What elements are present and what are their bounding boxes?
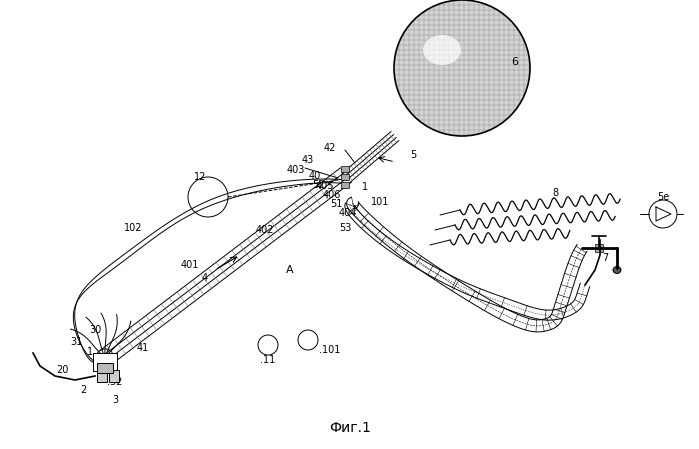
Text: 4: 4 (202, 273, 208, 283)
Text: A: A (286, 265, 294, 275)
Text: 51: 51 (330, 199, 343, 209)
Text: 1: 1 (87, 347, 93, 357)
Text: 2: 2 (80, 385, 86, 395)
FancyBboxPatch shape (97, 370, 107, 382)
Text: 401: 401 (181, 260, 199, 270)
Text: 12: 12 (194, 172, 206, 182)
Text: 53: 53 (339, 223, 351, 233)
Text: 406: 406 (323, 190, 341, 200)
FancyBboxPatch shape (341, 174, 349, 180)
Text: 101: 101 (370, 197, 389, 207)
Text: 1: 1 (362, 182, 368, 192)
Text: 8: 8 (552, 188, 558, 198)
Text: 5: 5 (410, 150, 416, 160)
Text: 43: 43 (302, 155, 314, 165)
FancyBboxPatch shape (341, 182, 349, 188)
Text: 30: 30 (89, 325, 101, 335)
Text: 31: 31 (70, 337, 82, 347)
Text: 402: 402 (256, 225, 274, 235)
Text: 102: 102 (124, 223, 143, 233)
Text: .101: .101 (319, 345, 340, 355)
Circle shape (258, 335, 278, 355)
Text: 42: 42 (324, 143, 336, 153)
FancyBboxPatch shape (93, 353, 117, 371)
Text: 40: 40 (309, 171, 321, 181)
Text: 20: 20 (56, 365, 69, 375)
Text: 5e: 5e (657, 192, 669, 202)
FancyBboxPatch shape (595, 244, 603, 252)
Text: Фиг.1: Фиг.1 (329, 421, 371, 435)
Text: 6: 6 (512, 57, 519, 67)
Text: 41: 41 (137, 343, 149, 353)
Circle shape (188, 177, 228, 217)
Ellipse shape (613, 267, 621, 273)
Text: 405: 405 (316, 181, 334, 191)
FancyBboxPatch shape (109, 370, 119, 382)
Text: 52: 52 (312, 180, 324, 190)
Circle shape (394, 0, 530, 136)
Circle shape (298, 330, 318, 350)
FancyBboxPatch shape (97, 363, 113, 373)
Text: 7: 7 (602, 253, 608, 263)
Text: .11: .11 (260, 355, 275, 365)
Text: 403: 403 (287, 165, 305, 175)
Text: 404: 404 (339, 208, 357, 218)
Ellipse shape (423, 35, 461, 65)
Text: .32: .32 (108, 377, 123, 387)
FancyBboxPatch shape (341, 166, 349, 172)
Text: 3: 3 (112, 395, 118, 405)
